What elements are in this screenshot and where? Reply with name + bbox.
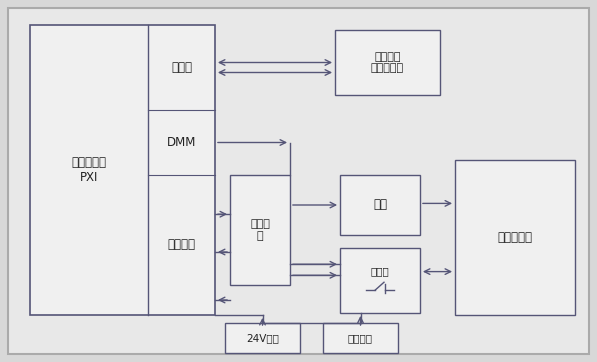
Bar xyxy=(225,323,300,353)
Bar xyxy=(230,175,290,285)
Text: 控制器: 控制器 xyxy=(171,61,192,74)
Bar xyxy=(340,175,420,235)
Text: 针床: 针床 xyxy=(373,198,387,211)
Text: 矩阵开关: 矩阵开关 xyxy=(168,239,195,252)
Text: 被测电路板: 被测电路板 xyxy=(497,231,533,244)
Text: 24V电源: 24V电源 xyxy=(246,333,279,343)
Bar xyxy=(340,248,420,313)
Bar xyxy=(323,323,398,353)
Text: 用户设备: 用户设备 xyxy=(348,333,373,343)
Text: 键盘、鼠
标、显示器: 键盘、鼠 标、显示器 xyxy=(371,52,404,73)
Text: DMM: DMM xyxy=(167,136,196,149)
Text: 继电器: 继电器 xyxy=(371,266,389,276)
Bar xyxy=(30,25,215,315)
Bar xyxy=(335,30,440,95)
Text: 工业计算机
PXI: 工业计算机 PXI xyxy=(72,156,106,184)
Bar xyxy=(455,160,575,315)
Text: 接口单
元: 接口单 元 xyxy=(250,219,270,241)
